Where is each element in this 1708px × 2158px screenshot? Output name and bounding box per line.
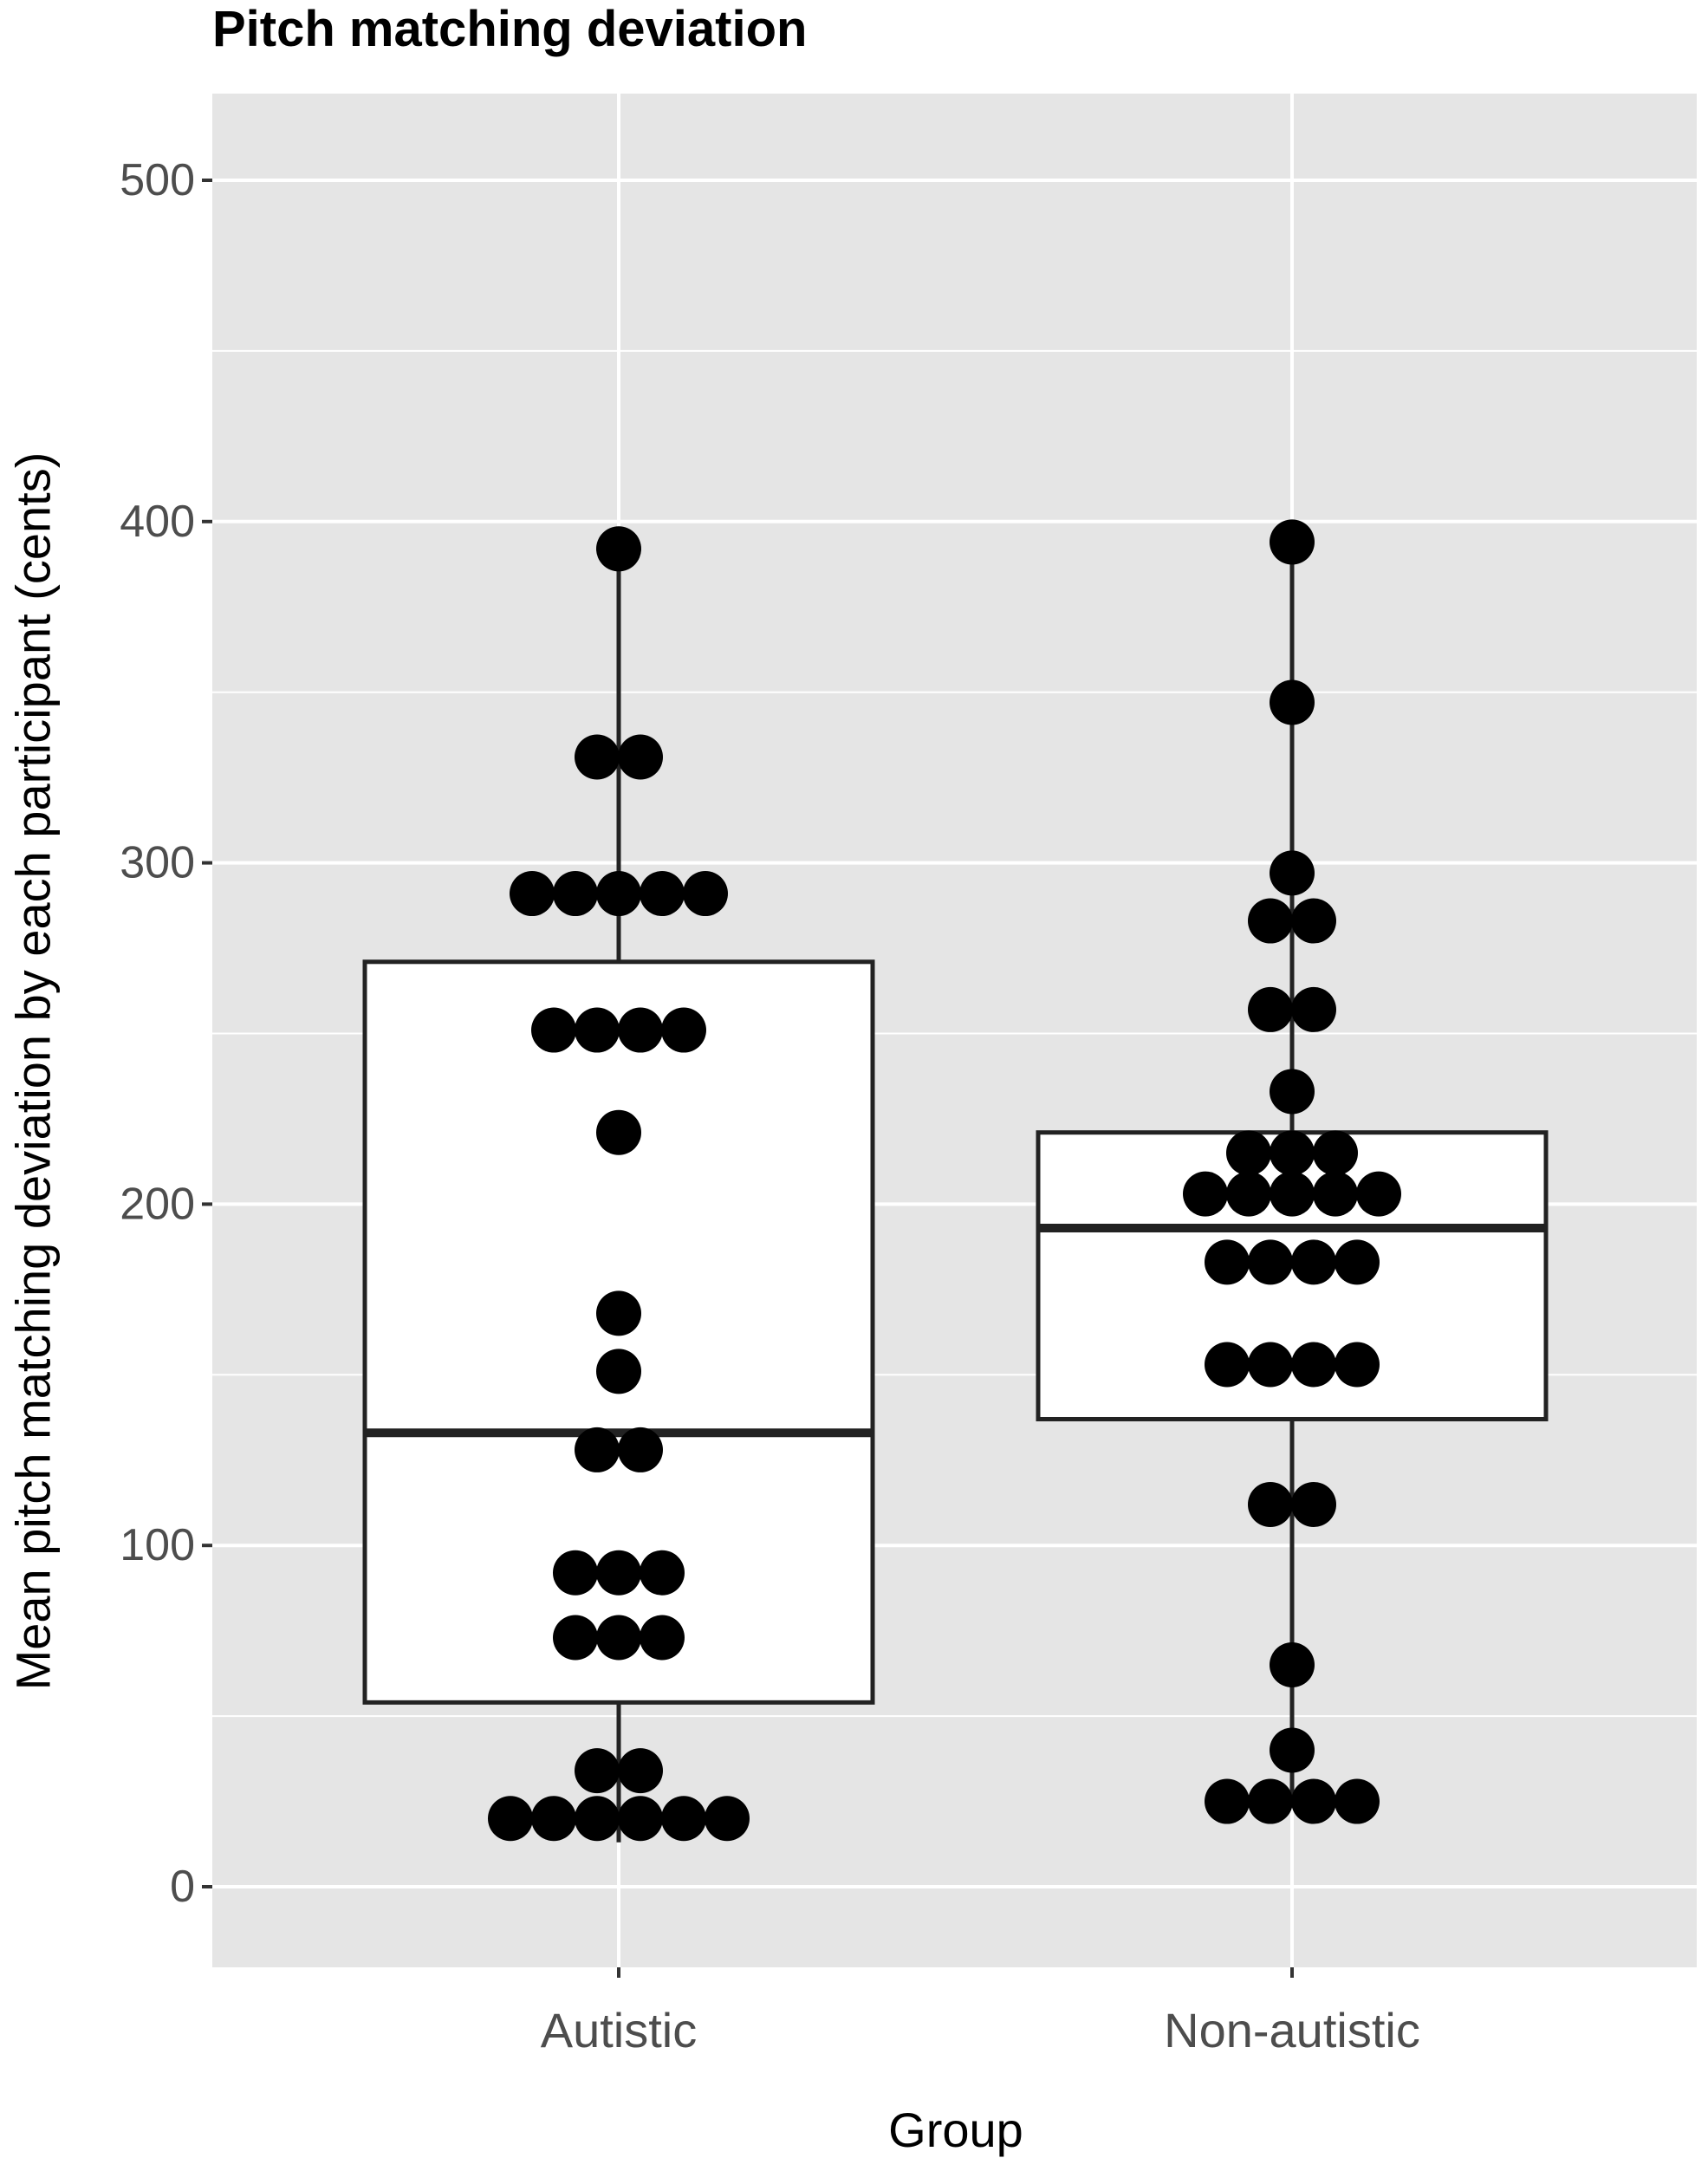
data-point (1248, 1342, 1293, 1388)
data-point (531, 1796, 576, 1842)
data-point (1270, 1069, 1315, 1115)
data-point (618, 1427, 663, 1472)
data-point (596, 526, 641, 572)
data-point (661, 1007, 706, 1053)
y-tick-label: 100 (120, 1520, 195, 1570)
chart-title: Pitch matching deviation (212, 1, 808, 57)
data-point (640, 1615, 685, 1661)
data-point (596, 871, 641, 917)
data-point (575, 1007, 620, 1053)
data-point (705, 1796, 750, 1842)
data-point (531, 1007, 576, 1053)
data-point (1356, 1171, 1401, 1217)
data-point (1248, 1778, 1293, 1824)
data-point (1291, 986, 1336, 1032)
data-point (640, 871, 685, 917)
data-point (596, 1109, 641, 1155)
data-point (661, 1796, 706, 1842)
data-point (1270, 679, 1315, 725)
data-point (596, 1615, 641, 1661)
y-tick-label: 300 (120, 838, 195, 888)
data-point (575, 1427, 620, 1472)
y-tick-label: 200 (120, 1179, 195, 1229)
data-point (1291, 1778, 1336, 1824)
y-tick-label: 500 (120, 155, 195, 205)
data-point (1291, 1342, 1336, 1388)
data-point (1335, 1239, 1380, 1285)
data-point (1270, 1130, 1315, 1176)
y-tick-label: 0 (170, 1862, 195, 1912)
data-point (1248, 1481, 1293, 1527)
data-point (596, 1290, 641, 1336)
data-point (1248, 898, 1293, 944)
data-point (510, 871, 555, 917)
data-point (1291, 1481, 1336, 1527)
data-point (1313, 1130, 1358, 1176)
data-point (1335, 1342, 1380, 1388)
y-tick-label: 400 (120, 497, 195, 547)
x-tick-label: Autistic (541, 2003, 698, 2057)
data-point (596, 1349, 641, 1394)
data-point (1270, 850, 1315, 896)
data-point (575, 734, 620, 780)
data-point (575, 1796, 620, 1842)
data-point (596, 1550, 641, 1596)
data-point (1205, 1342, 1250, 1388)
data-point (618, 1748, 663, 1794)
data-point (1248, 986, 1293, 1032)
data-point (1226, 1130, 1271, 1176)
data-point (1313, 1171, 1358, 1217)
data-point (1205, 1778, 1250, 1824)
x-tick-label: Non-autistic (1164, 2003, 1420, 2057)
data-point (1335, 1778, 1380, 1824)
data-point (1226, 1171, 1271, 1217)
data-point (683, 871, 728, 917)
data-point (1248, 1239, 1293, 1285)
data-point (618, 1007, 663, 1053)
data-point (1183, 1171, 1228, 1217)
data-point (1291, 1239, 1336, 1285)
data-point (1270, 1727, 1315, 1773)
data-point (618, 734, 663, 780)
data-point (1270, 519, 1315, 565)
data-point (1205, 1239, 1250, 1285)
data-point (488, 1796, 533, 1842)
data-point (575, 1748, 620, 1794)
data-point (640, 1550, 685, 1596)
data-point (1291, 898, 1336, 944)
data-point (553, 1615, 598, 1661)
data-point (1270, 1171, 1315, 1217)
data-point (553, 1550, 598, 1596)
data-point (1270, 1642, 1315, 1688)
data-point (618, 1796, 663, 1842)
data-point (553, 871, 598, 917)
